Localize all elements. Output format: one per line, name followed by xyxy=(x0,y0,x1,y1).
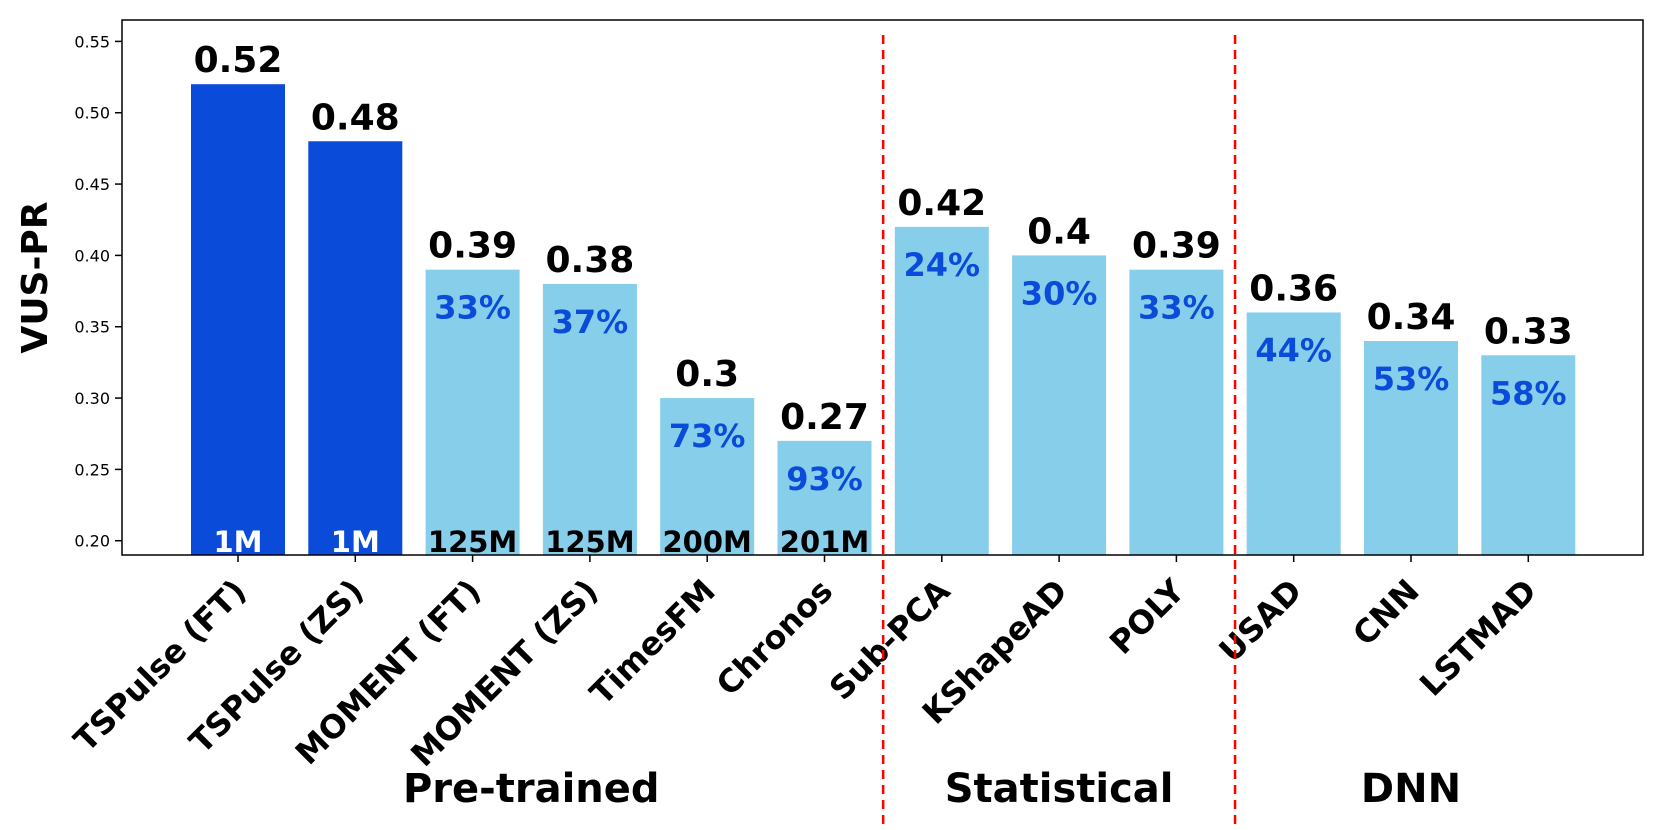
value-label-10: 0.34 xyxy=(1367,297,1456,338)
bar-5 xyxy=(777,440,872,555)
group-label-1: Statistical xyxy=(945,766,1174,812)
bar-11 xyxy=(1481,355,1576,555)
bars-layer xyxy=(191,84,1576,555)
y-tick-label-6: 0.50 xyxy=(74,104,110,123)
bar-10 xyxy=(1364,341,1458,555)
value-label-0: 0.52 xyxy=(194,40,283,81)
category-label-5: Chronos xyxy=(709,572,840,703)
param-label-2: 125M xyxy=(428,525,517,559)
y-tick-label-7: 0.55 xyxy=(74,32,110,51)
plot-frame xyxy=(121,19,1644,556)
y-axis-title: VUS-PR xyxy=(15,201,56,353)
value-label-8: 0.39 xyxy=(1132,226,1221,267)
y-tick-label-1: 0.25 xyxy=(74,460,110,479)
value-label-2: 0.39 xyxy=(428,226,517,267)
param-label-1: 1M xyxy=(331,525,380,559)
param-label-0: 1M xyxy=(213,525,262,559)
y-tick-label-5: 0.45 xyxy=(74,175,110,194)
group-dividers xyxy=(881,35,1237,830)
x-axis: TSPulse (FT)TSPulse (ZS)MOMENT (FT)MOMEN… xyxy=(66,555,1544,774)
bar-6 xyxy=(894,226,989,555)
percent-label-6: 24% xyxy=(904,246,981,284)
bar-7 xyxy=(1012,255,1107,555)
bar-3 xyxy=(542,283,637,555)
group-label-0: Pre-trained xyxy=(403,766,660,812)
y-tick-label-4: 0.40 xyxy=(74,246,110,265)
category-label-11: LSTMAD xyxy=(1412,572,1544,704)
value-label-6: 0.42 xyxy=(897,183,986,224)
value-label-1: 0.48 xyxy=(311,97,400,138)
percent-label-4: 73% xyxy=(669,417,746,455)
percent-label-7: 30% xyxy=(1021,274,1098,312)
bar-9 xyxy=(1246,312,1341,555)
data-labels: 0.52 1M 0.48 1M 0.39 33% 125M 0.38 37% 125M 0.3 73%… xyxy=(194,40,1573,559)
category-label-9: USAD xyxy=(1212,572,1310,670)
y-tick-label-2: 0.30 xyxy=(74,389,110,408)
bar-2 xyxy=(425,269,520,555)
percent-label-10: 53% xyxy=(1373,360,1450,398)
param-label-5: 201M xyxy=(780,525,869,559)
percent-label-9: 44% xyxy=(1255,331,1332,369)
percent-label-8: 33% xyxy=(1138,289,1215,327)
y-tick-label-0: 0.20 xyxy=(74,532,110,551)
value-label-3: 0.38 xyxy=(545,240,634,281)
value-label-11: 0.33 xyxy=(1484,311,1573,352)
bar-0 xyxy=(191,84,285,555)
percent-label-2: 33% xyxy=(434,289,511,327)
category-label-10: CNN xyxy=(1345,572,1426,653)
param-label-4: 200M xyxy=(662,525,751,559)
category-label-4: TimesFM xyxy=(582,572,722,712)
y-axis: 0.20 0.25 0.30 0.35 0.40 0.45 0.50 0.55 xyxy=(74,32,122,551)
group-labels: Pre-trained Statistical DNN xyxy=(403,766,1461,812)
param-label-3: 125M xyxy=(545,525,634,559)
category-label-8: POLY xyxy=(1102,571,1193,662)
bar-4 xyxy=(660,398,755,555)
bar-1 xyxy=(308,141,403,555)
percent-label-11: 58% xyxy=(1490,374,1567,412)
y-tick-label-3: 0.35 xyxy=(74,318,110,337)
value-label-7: 0.4 xyxy=(1027,211,1091,252)
bar-8 xyxy=(1129,269,1224,555)
percent-label-3: 37% xyxy=(552,303,629,341)
percent-label-5: 93% xyxy=(786,460,863,498)
group-label-2: DNN xyxy=(1361,766,1461,812)
value-label-9: 0.36 xyxy=(1249,268,1338,309)
value-label-5: 0.27 xyxy=(780,397,869,438)
value-label-4: 0.3 xyxy=(675,354,739,395)
